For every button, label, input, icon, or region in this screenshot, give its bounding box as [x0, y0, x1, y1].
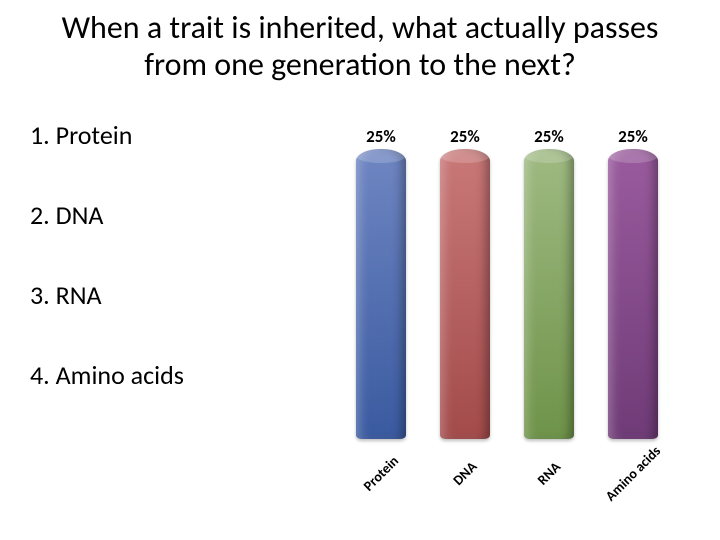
answer-number: 4. [30, 359, 50, 391]
bar [440, 149, 490, 439]
answer-list: 1. Protein 2. DNA 3. RNA 4. Amino acids [0, 89, 340, 519]
response-chart: 25% 25% 25% 25% Protein DNA RNA Amino ac… [340, 89, 720, 519]
bar [524, 149, 574, 439]
x-axis-label: Amino acids [604, 439, 662, 509]
answer-number: 1. [30, 119, 50, 151]
bar [356, 149, 406, 439]
bar-value-label: 25% [534, 126, 564, 147]
x-axis-label: DNA [436, 439, 494, 509]
bar-value-label: 25% [450, 126, 480, 147]
answer-text: Amino acids [56, 359, 184, 391]
answer-number: 3. [30, 279, 50, 311]
chart-bars: 25% 25% 25% 25% [340, 99, 720, 439]
answer-text: DNA [56, 199, 104, 231]
slide-title: When a trait is inherited, what actually… [0, 0, 720, 89]
chart-x-labels: Protein DNA RNA Amino acids [340, 439, 720, 509]
answer-option: 2. DNA [30, 199, 340, 231]
x-axis-label: Protein [352, 439, 410, 509]
bar-group: 25% [436, 126, 494, 439]
answer-text: Protein [56, 119, 133, 151]
answer-text: RNA [56, 279, 102, 311]
answer-option: 3. RNA [30, 279, 340, 311]
answer-option: 1. Protein [30, 119, 340, 151]
bar-value-label: 25% [618, 126, 648, 147]
answer-option: 4. Amino acids [30, 359, 340, 391]
bar-group: 25% [352, 126, 410, 439]
bar-group: 25% [520, 126, 578, 439]
bar-group: 25% [604, 126, 662, 439]
x-axis-label: RNA [520, 439, 578, 509]
answer-number: 2. [30, 199, 50, 231]
bar [608, 149, 658, 439]
bar-value-label: 25% [366, 126, 396, 147]
content-area: 1. Protein 2. DNA 3. RNA 4. Amino acids … [0, 89, 720, 519]
